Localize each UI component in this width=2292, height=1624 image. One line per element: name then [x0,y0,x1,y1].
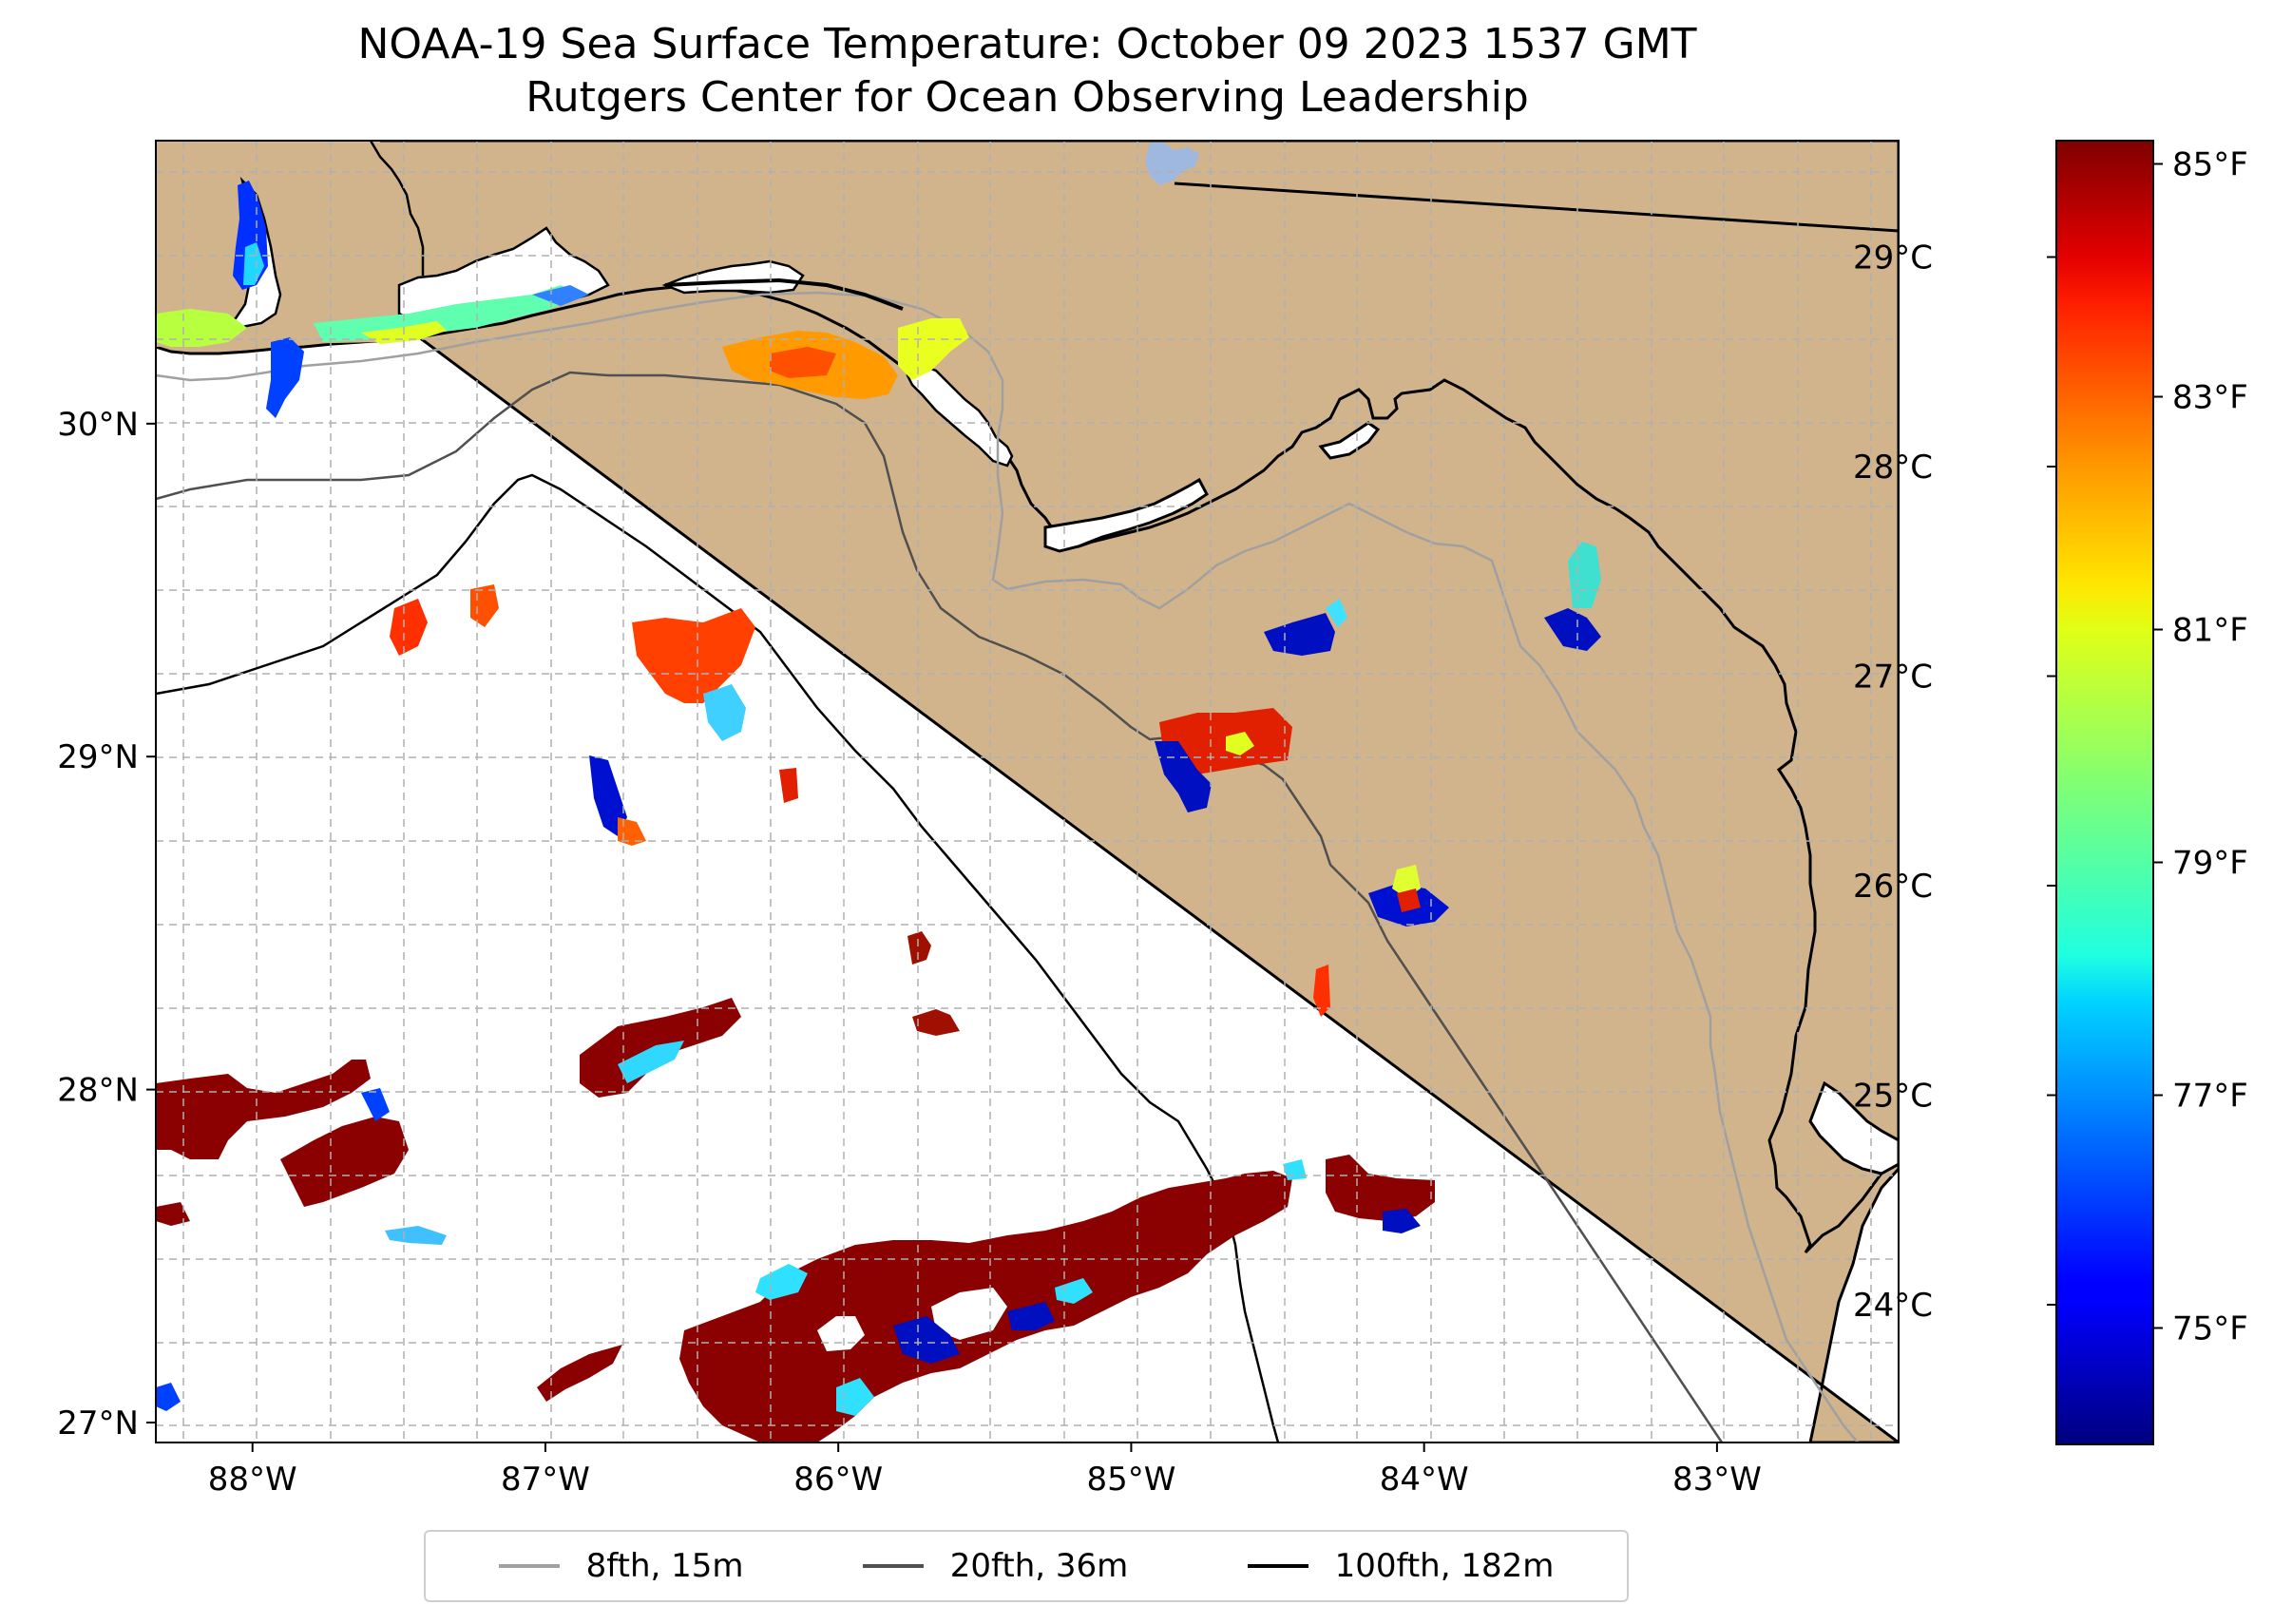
legend-label-36m: 20fth, 36m [949,1547,1129,1585]
legend-line-182m [1247,1564,1308,1568]
y-tick-label-0: 27°N [57,1404,139,1442]
sst-southwest-strip [537,1345,622,1402]
sst-central-small2 [912,1009,960,1036]
sst-central-east-red [1397,888,1421,912]
sst-st-andrew [898,318,969,380]
map-area [156,141,1899,1442]
cbar-f-label-5: 85°F [2172,146,2248,184]
sst-west-small-blue [156,1383,181,1411]
sst-patches [156,181,1601,1442]
sst-mobile-bay-cyan [243,242,264,285]
sst-south-warm-cyan [755,1264,808,1300]
y-tick-label-1: 28°N [57,1072,139,1110]
tampa-bay-water [1808,1080,1899,1175]
sst-perdido-nearshore [156,309,247,347]
x-tick-label-2: 86°W [793,1461,883,1499]
barrier-island [664,277,904,311]
isobath-15m [156,291,1859,1442]
lake-seminole [1145,143,1199,185]
apalachee-bay-water [1318,421,1381,460]
cbar-c-label-3: 27°C [1853,659,1933,697]
cbar-f-label-1: 77°F [2172,1078,2248,1116]
legend-label-182m: 100fth, 182m [1334,1547,1555,1585]
cbar-c-label-2: 26°C [1853,868,1933,906]
axis-ticks: 88°W 87°W 86°W 85°W 84°W 83°W 27°N 28°N 29°N 30°N [57,406,1762,1499]
gridlines [156,141,1899,1442]
title-line-2: Rutgers Center for Ocean Observing Leade… [525,73,1529,122]
st-andrew-bay-water [906,364,1014,468]
x-tick-label-5: 83°W [1672,1461,1762,1499]
legend-item-182m: 100fth, 182m [1247,1547,1555,1585]
sst-apalachee-cyan [1326,599,1347,627]
sst-central-small [1313,965,1330,1017]
sst-destin-blue [532,285,589,306]
sst-south-warm-blue2 [1007,1302,1055,1330]
cbar-c-label-5: 29°C [1853,239,1933,277]
sst-desoto-canyon [632,608,755,703]
y-tick-label-3: 30°N [57,406,139,444]
sst-west-warm-pool2 [280,1117,409,1207]
cbar-f-label-0: 75°F [2172,1310,2248,1348]
isobath-legend: 8fth, 15m 20fth, 36m 100fth, 182m [424,1530,1629,1602]
cbar-c-label-0: 24°C [1853,1287,1933,1325]
cbar-f-label-2: 79°F [2172,845,2248,883]
sst-south-warm-blue [893,1316,960,1364]
sst-small-red [779,768,798,803]
state-border [1174,182,1899,233]
sst-panama-city-red [770,347,836,378]
sst-desoto-canyon-cyan [703,684,746,741]
x-tick-label-0: 88°W [208,1461,297,1499]
sst-offshore-pensacola [390,599,428,656]
cbar-c-label-1: 25°C [1853,1078,1933,1116]
sst-desoto-blue [589,755,627,836]
legend-line-15m [498,1564,560,1568]
sst-southwest-strip2 [385,1226,447,1245]
sst-south-warm-cyan2 [836,1378,874,1416]
sst-west-nearshore-blue [266,337,304,418]
y-tick-label-2: 29°N [57,738,139,776]
state-border-west [369,141,425,276]
sst-big-bend [1544,608,1601,651]
land-panhandle [156,141,1899,1442]
legend-item-36m: 20fth, 36m [862,1547,1129,1585]
sst-pensacola-nearshore [314,285,580,342]
legend-label-15m: 8fth, 15m [585,1547,744,1585]
legend-item-15m: 8fth, 15m [498,1547,744,1585]
sst-south-warm-hole2 [931,1288,1007,1340]
sst-south-warm-cyan3 [1055,1278,1093,1304]
colorbar-ticks: 75°F 77°F 79°F 81°F 83°F 85°F 24°C 25°C 26°C 27°C… [1853,146,2248,1348]
sst-apalachee [1264,613,1335,656]
cbar-f-label-3: 81°F [2172,612,2248,650]
legend-line-36m [862,1564,924,1568]
sst-cape-san-blas-yellow [1226,732,1254,755]
sst-central-small3 [907,931,931,965]
x-tick-label-3: 85°W [1086,1461,1175,1499]
cbar-c-label-4: 28°C [1853,449,1933,487]
sst-desoto-orange [618,817,646,846]
colorbar [2055,140,2154,1445]
sst-west-small [156,1202,190,1226]
x-tick-label-1: 87°W [501,1461,590,1499]
cbar-f-label-4: 83°F [2172,379,2248,417]
sst-southeast-blue [1383,1209,1421,1233]
sst-southeast-warm [1326,1155,1435,1221]
x-tick-label-4: 84°W [1380,1461,1469,1499]
sst-west-warm-pool [156,1060,371,1159]
sst-big-bend-cyan [1568,542,1601,608]
sst-west-blue [361,1088,390,1121]
sst-cape-san-blas-blue [1155,741,1212,812]
map-frame [155,140,1900,1443]
title-line-1: NOAA-19 Sea Surface Temperature: October… [357,20,1697,68]
apalachicola-bay-water [1043,477,1209,553]
sst-central-west-cyan [618,1041,684,1083]
